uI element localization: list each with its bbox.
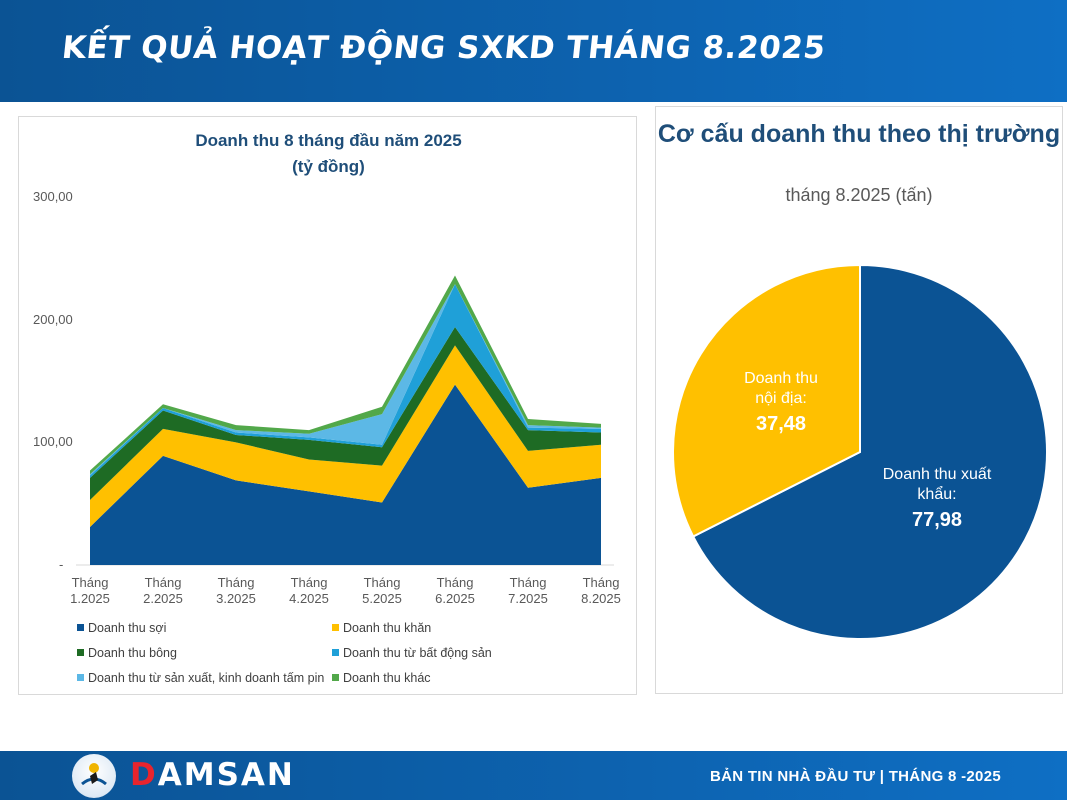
- y-tick-label: 200,00: [33, 311, 73, 327]
- legend-swatch: [77, 674, 84, 681]
- area-series-1: [90, 345, 601, 527]
- area-series-3: [90, 284, 601, 478]
- legend-label: Doanh thu sợi: [88, 621, 167, 635]
- x-tick-label: Tháng 1.2025: [70, 575, 110, 606]
- y-tick-label: -: [59, 557, 64, 572]
- x-tick-label: Tháng 3.2025: [216, 575, 256, 606]
- pie-chart-subtitle: tháng 8.2025 (tấn): [785, 185, 933, 205]
- legend-label: Doanh thu khăn: [343, 621, 432, 635]
- legend-item: Doanh thu sợi: [77, 621, 166, 635]
- x-tick-label: Tháng 4.2025: [289, 575, 329, 606]
- x-tick-label: Tháng 5.2025: [362, 575, 402, 606]
- area-chart-subtitle: (tỷ đồng): [292, 157, 365, 176]
- brand-d-letter: D: [130, 757, 158, 793]
- page-title: KẾT QUẢ HOẠT ĐỘNG SXKD THÁNG 8.2025: [60, 30, 828, 66]
- legend-item: Doanh thu từ sản xuất, kinh doanh tấm pi…: [77, 671, 324, 685]
- y-tick-label: 300,00: [33, 189, 73, 204]
- legend-swatch: [77, 624, 84, 631]
- pie-slice-1: [672, 263, 861, 538]
- legend-label: Doanh thu bông: [88, 646, 177, 660]
- area-chart-title: Doanh thu 8 tháng đầu năm 2025: [195, 131, 462, 150]
- pie-chart-title: Cơ cấu doanh thu theo thị trường: [657, 120, 1061, 148]
- y-tick-label: 100,00: [33, 434, 73, 450]
- pie-slice-0: [691, 263, 1048, 640]
- area-chart-panel: Doanh thu 8 tháng đầu năm 2025 (tỷ đồng)…: [18, 116, 637, 695]
- pie-chart-plot: [672, 263, 1048, 640]
- legend-swatch: [332, 624, 339, 631]
- brand-wordmark: DAMSAN: [130, 757, 295, 793]
- legend-item: Doanh thu bông: [77, 646, 177, 660]
- x-tick-label: Tháng 8.2025: [581, 575, 621, 606]
- legend-label: Doanh thu khác: [343, 671, 431, 685]
- pie-label-domestic-name: Doanh thu nội địa:: [744, 370, 818, 407]
- page-header: KẾT QUẢ HOẠT ĐỘNG SXKD THÁNG 8.2025: [0, 0, 1067, 102]
- area-series-4: [90, 284, 601, 476]
- legend-label: Doanh thu từ sản xuất, kinh doanh tấm pi…: [88, 671, 325, 685]
- x-tick-label: Tháng 2.2025: [143, 575, 183, 606]
- area-series-0: [90, 384, 601, 565]
- area-series-5: [90, 275, 601, 475]
- legend-item: Doanh thu từ bất động sản: [332, 646, 492, 660]
- x-tick-label: Tháng 6.2025: [435, 575, 475, 606]
- pie-label-export: Doanh thu xuất khẩu: 77,98: [862, 465, 1012, 535]
- pie-label-domestic-value: 37,48: [755, 413, 807, 435]
- legend-label: Doanh thu từ bất động sản: [343, 646, 492, 660]
- pie-label-export-value: 77,98: [911, 509, 963, 531]
- footer-bulletin: BẢN TIN NHÀ ĐẦU TƯ | THÁNG 8 -2025: [709, 768, 1001, 785]
- area-series-2: [90, 327, 601, 500]
- pie-chart-panel: Cơ cấu doanh thu theo thị trường tháng 8…: [655, 106, 1063, 694]
- damsan-logo-icon: [72, 754, 116, 798]
- legend-item: Doanh thu khác: [332, 671, 431, 685]
- legend-swatch: [332, 649, 339, 656]
- area-chart-plot: [76, 275, 614, 566]
- pie-label-domestic: Doanh thu nội địa: 37,48: [724, 369, 838, 439]
- brand-rest-letters: AMSAN: [157, 757, 295, 793]
- legend-swatch: [77, 649, 84, 656]
- page-footer: DAMSAN BẢN TIN NHÀ ĐẦU TƯ | THÁNG 8 -202…: [0, 751, 1067, 800]
- legend-swatch: [332, 674, 339, 681]
- x-tick-label: Tháng 7.2025: [508, 575, 548, 606]
- pie-label-export-name: Doanh thu xuất khẩu:: [882, 466, 992, 503]
- legend-item: Doanh thu khăn: [332, 621, 431, 635]
